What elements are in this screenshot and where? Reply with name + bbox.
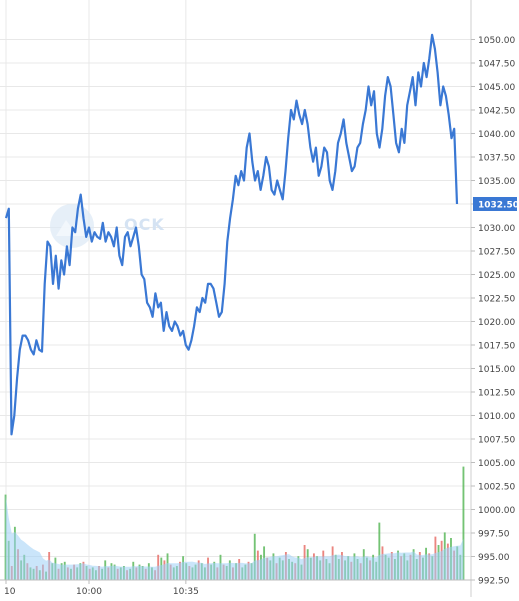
y-tick-label: 1000.00 (478, 506, 515, 516)
y-tick-label: 1007.50 (478, 436, 515, 446)
y-tick-label: 995.00 (478, 553, 510, 563)
y-tick-label: 1045.00 (478, 83, 515, 93)
volume-bar (462, 466, 465, 580)
y-tick-label: 1015.00 (478, 365, 515, 375)
y-tick-label: 1037.50 (478, 154, 515, 164)
volume-bar (378, 522, 381, 580)
y-tick-label: 1030.00 (478, 224, 515, 234)
y-tick-label: 1005.00 (478, 459, 515, 469)
y-tick-label: 1042.50 (478, 107, 515, 117)
volume-average-area (5, 494, 464, 580)
watermark-logo: OCK (50, 204, 165, 248)
volume-bar (4, 494, 7, 580)
y-tick-label: 1002.50 (478, 483, 515, 493)
y-tick-label: 997.50 (478, 530, 510, 540)
y-tick-label: 1022.50 (478, 295, 515, 305)
y-tick-label: 1012.50 (478, 389, 515, 399)
last-price-label: 1032.50 (478, 201, 519, 211)
y-axis: 992.50 995.00 997.50 1000.00 1002.50 1005.00 1… (470, 0, 515, 597)
x-tick-label: 10 (4, 587, 16, 597)
grid-lines (0, 0, 471, 581)
volume-bar (253, 533, 256, 580)
watermark-text: OCK (124, 215, 165, 234)
watermark-mountain-icon (56, 216, 90, 236)
y-tick-label: 1047.50 (478, 60, 515, 70)
price-line (4, 33, 459, 436)
y-tick-label: 1050.00 (478, 36, 515, 46)
y-tick-label: 992.50 (478, 577, 510, 587)
y-tick-label: 1020.00 (478, 318, 515, 328)
y-tick-label: 1040.00 (478, 130, 515, 140)
last-price-badge (473, 197, 517, 211)
x-tick-label: 10:00 (76, 587, 102, 597)
y-tick-label: 1010.00 (478, 412, 515, 422)
y-tick-label: 1025.00 (478, 271, 515, 281)
y-tick-label: 1035.00 (478, 177, 515, 187)
x-tick-label: 10:35 (173, 587, 199, 597)
y-tick-label: 1017.50 (478, 342, 515, 352)
last-price-marker: 1032.50 (473, 197, 519, 211)
y-tick-label: 1027.50 (478, 248, 515, 258)
